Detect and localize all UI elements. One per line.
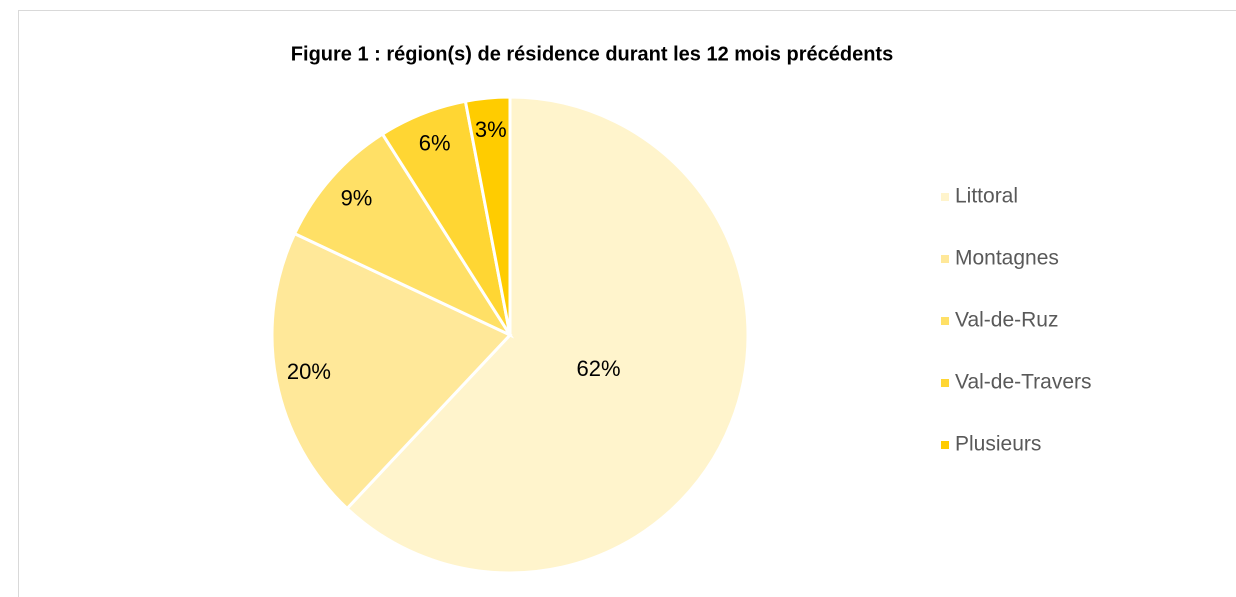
data-label: 62% <box>576 356 620 381</box>
legend-label: Littoral <box>955 185 1018 208</box>
pie-slice <box>344 95 750 575</box>
legend-swatch <box>941 379 949 387</box>
pie-slice <box>292 131 515 339</box>
data-label: 20% <box>287 359 331 384</box>
data-label: 9% <box>341 185 373 210</box>
legend-swatch <box>941 255 949 263</box>
data-label: 3% <box>475 117 507 142</box>
legend-label: Montagnes <box>955 247 1059 270</box>
pie-slice <box>270 231 513 511</box>
pie-slice <box>463 95 512 336</box>
legend-swatch <box>941 317 949 325</box>
legend-swatch <box>941 441 949 449</box>
data-label: 6% <box>419 131 451 156</box>
legend-label: Val-de-Travers <box>955 371 1092 394</box>
legend-swatch <box>941 193 949 201</box>
legend-label: Plusieurs <box>955 433 1041 456</box>
legend-label: Val-de-Ruz <box>955 309 1058 332</box>
chart-title: Figure 1 : région(s) de résidence durant… <box>291 43 893 65</box>
